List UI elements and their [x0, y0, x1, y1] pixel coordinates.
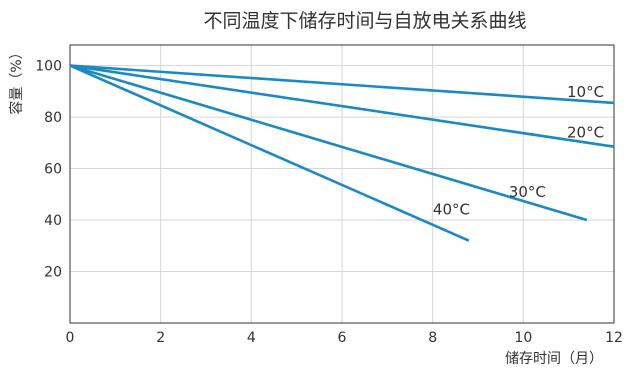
y-tick-label: 60 — [44, 162, 62, 178]
series-line — [69, 64, 615, 105]
x-tick-label: 6 — [338, 330, 347, 346]
x-axis-ticks: 0 2 4 6 8 10 12 — [66, 330, 623, 346]
y-axis-label: 容量（%） — [8, 45, 25, 114]
y-axis-ticks: 20 40 60 80 100 — [35, 59, 62, 281]
x-axis-label: 储存时间（月） — [505, 351, 603, 367]
x-tick-label: 4 — [247, 330, 256, 346]
series-line — [69, 64, 615, 148]
y-tick-label: 100 — [35, 59, 62, 75]
y-tick-label: 80 — [44, 110, 62, 126]
x-tick-label: 12 — [605, 330, 623, 346]
x-tick-label: 8 — [428, 330, 437, 346]
x-tick-label: 10 — [514, 330, 532, 346]
series-line — [69, 64, 588, 222]
y-tick-label: 40 — [44, 213, 62, 229]
grid — [70, 45, 614, 323]
x-tick-label: 2 — [156, 330, 165, 346]
chart-title: 不同温度下储存时间与自放电关系曲线 — [203, 10, 526, 32]
plot-frame — [69, 44, 615, 324]
x-tick-label: 0 — [66, 330, 75, 346]
series-line — [69, 64, 470, 242]
series-labels: 10°C 20°C 30°C 40°C — [433, 83, 604, 219]
series-label: 40°C — [433, 201, 470, 219]
series-label: 30°C — [509, 183, 546, 201]
series-label: 20°C — [567, 124, 604, 142]
series-lines — [69, 64, 615, 242]
series-label: 10°C — [567, 83, 604, 101]
y-tick-label: 20 — [44, 265, 62, 281]
